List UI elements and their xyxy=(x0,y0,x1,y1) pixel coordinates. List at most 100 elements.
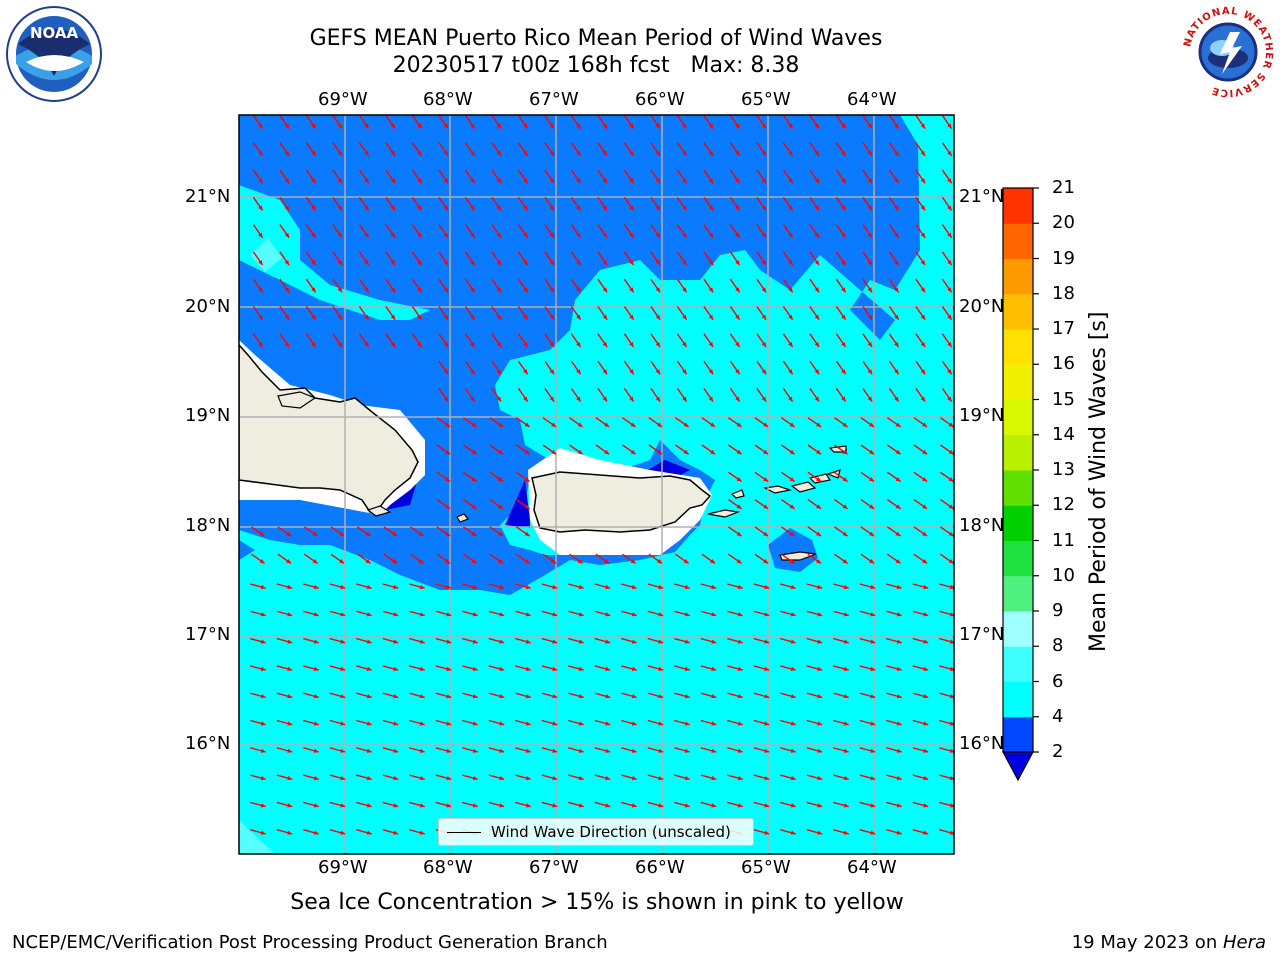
colorbar-tick-label: 2 xyxy=(1052,741,1064,762)
chart-subtitle-forecast: 20230517 t00z 168h fcst Max: 8.38 xyxy=(392,53,800,78)
wind-wave-arrow xyxy=(303,747,319,753)
wind-wave-arrow xyxy=(303,774,319,781)
wind-wave-arrow xyxy=(621,692,637,699)
wind-wave-arrow xyxy=(756,306,767,321)
wind-wave-arrow xyxy=(276,610,293,617)
wind-wave-arrow xyxy=(650,142,661,157)
wind-wave-arrow xyxy=(623,115,635,130)
wind-wave-arrow xyxy=(729,115,741,130)
wind-wave-arrow xyxy=(517,115,529,130)
lon-label-bottom-68w: 68°W xyxy=(423,857,473,878)
wind-wave-arrow xyxy=(332,333,343,348)
wind-wave-arrow xyxy=(833,774,849,781)
wind-wave-arrow xyxy=(912,583,929,590)
wind-wave-arrow xyxy=(515,610,531,617)
wind-wave-arrow xyxy=(462,610,478,617)
wind-wave-arrow xyxy=(544,224,555,239)
wind-wave-arrow xyxy=(435,747,452,753)
wind-wave-arrow xyxy=(382,801,399,808)
wind-wave-arrow xyxy=(515,526,531,537)
lon-label-bottom-64w: 64°W xyxy=(847,857,897,878)
lon-label-top-68w: 68°W xyxy=(423,89,473,110)
wind-wave-arrow xyxy=(782,360,794,375)
wind-wave-arrow xyxy=(782,169,794,184)
wind-wave-arrow xyxy=(305,169,317,184)
wind-wave-arrow xyxy=(491,115,502,130)
wind-wave-arrow xyxy=(356,829,372,835)
land-st-john xyxy=(790,481,817,493)
wind-wave-arrow xyxy=(435,692,452,699)
wind-wave-arrow xyxy=(860,417,875,428)
wind-wave-arrow xyxy=(464,224,476,239)
wind-wave-arrow xyxy=(568,801,584,808)
wind-wave-arrow xyxy=(250,583,266,590)
wind-wave-arrow xyxy=(597,278,608,293)
wind-wave-arrow xyxy=(862,387,873,403)
wind-wave-arrow xyxy=(276,665,293,671)
wind-wave-arrow xyxy=(621,637,637,644)
wind-wave-arrow xyxy=(570,251,582,266)
wind-wave-arrow xyxy=(703,278,714,293)
wind-wave-arrow xyxy=(597,196,608,211)
wind-wave-arrow xyxy=(915,169,926,184)
wind-wave-arrow xyxy=(358,142,370,157)
wind-wave-arrow xyxy=(650,278,661,293)
wind-wave-arrow xyxy=(674,719,690,726)
wave-period-zone-2-4-virgin-islands xyxy=(768,528,818,572)
wind-wave-arrow xyxy=(491,306,502,321)
wind-wave-arrow xyxy=(303,665,319,671)
wind-wave-arrow xyxy=(489,444,504,455)
wind-wave-arrow xyxy=(782,387,794,403)
wind-wave-arrow xyxy=(888,360,900,375)
wind-wave-arrow xyxy=(807,417,822,428)
wind-wave-arrow xyxy=(382,665,399,671)
wind-wave-arrow xyxy=(568,417,584,428)
wind-wave-arrow xyxy=(544,360,555,375)
wind-wave-arrow xyxy=(544,142,555,157)
wind-wave-arrow xyxy=(780,801,796,808)
wind-wave-arrow xyxy=(754,526,769,537)
wind-wave-arrow xyxy=(488,637,505,644)
colorbar-segment xyxy=(1003,364,1033,400)
wind-wave-arrow xyxy=(806,692,823,699)
land-hispaniola xyxy=(239,343,419,513)
wind-wave-arrow xyxy=(754,499,769,510)
wind-wave-arrow xyxy=(941,115,953,130)
wind-wave-arrow xyxy=(276,747,293,753)
wind-wave-arrow xyxy=(835,278,847,293)
lon-label-top-65w: 65°W xyxy=(741,89,791,110)
wind-wave-arrow xyxy=(780,665,796,671)
wind-wave-arrow xyxy=(913,553,928,564)
wind-wave-arrow xyxy=(409,583,425,590)
wind-wave-arrow xyxy=(435,583,452,590)
wind-wave-arrow xyxy=(382,747,399,753)
wind-wave-arrow xyxy=(305,115,317,130)
wind-wave-arrow xyxy=(594,583,611,590)
wind-wave-arrow xyxy=(939,553,954,564)
wind-wave-arrow xyxy=(597,251,608,266)
wind-wave-arrow xyxy=(806,719,823,726)
wind-wave-arrow xyxy=(886,471,902,483)
wind-wave-arrow xyxy=(303,610,319,617)
wind-wave-arrow xyxy=(833,444,849,455)
wind-wave-arrow xyxy=(515,553,531,564)
wind-wave-arrow xyxy=(595,444,610,455)
wind-wave-arrow xyxy=(939,774,954,781)
wind-wave-arrow xyxy=(647,637,664,644)
wind-wave-arrow xyxy=(806,610,823,617)
wind-wave-arrow xyxy=(517,196,529,211)
colorbar-tick-label: 10 xyxy=(1052,564,1075,586)
wind-wave-arrow xyxy=(888,333,900,348)
wind-wave-arrow xyxy=(621,774,637,781)
wind-wave-arrow xyxy=(462,719,478,726)
wave-period-zone-below-2-north-pr xyxy=(648,460,690,478)
wind-wave-arrow xyxy=(860,471,875,483)
wind-wave-arrow xyxy=(515,665,531,671)
colorbar-tick-label: 20 xyxy=(1052,212,1075,234)
wind-wave-arrow xyxy=(436,471,451,483)
wind-wave-arrow xyxy=(833,553,849,564)
wind-wave-arrow xyxy=(727,610,743,617)
lat-label-right-20n: 20°N xyxy=(959,296,1005,317)
wind-wave-arrow xyxy=(462,774,478,781)
wind-wave-arrow xyxy=(489,526,504,537)
